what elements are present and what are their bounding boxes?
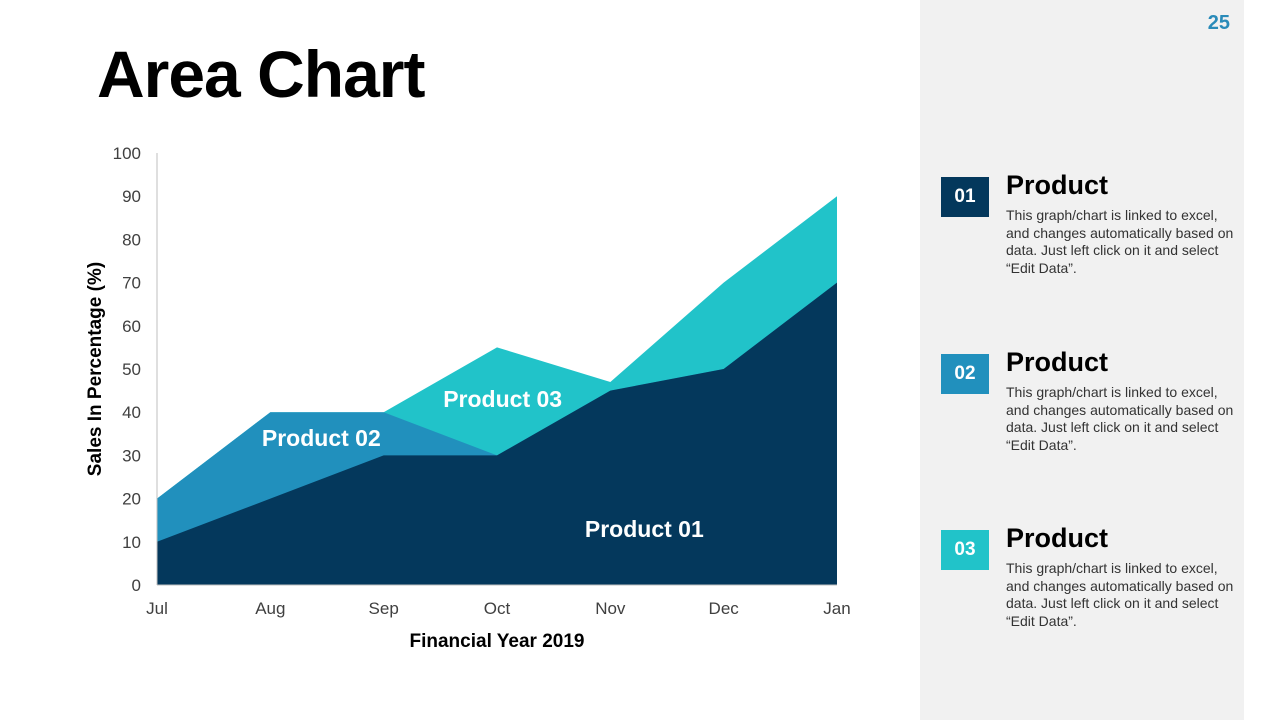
- y-tick-label: 0: [132, 576, 141, 595]
- page-number: 25: [1207, 12, 1230, 34]
- area-product-01: [157, 282, 837, 585]
- y-tick-label: 10: [122, 533, 141, 552]
- y-axis-title: Sales In Percentage (%): [85, 262, 106, 476]
- legend-heading-02: Product: [1006, 347, 1109, 377]
- legend-text-01: This graph/chart is linked to excel, and…: [1006, 207, 1234, 276]
- legend-badge-02: 02: [941, 354, 989, 394]
- y-tick-label: 100: [113, 144, 141, 163]
- annotation-product-03: Product 03: [443, 386, 562, 412]
- y-tick-label: 80: [122, 230, 141, 249]
- y-tick-label: 60: [122, 317, 141, 336]
- x-tick-label: Oct: [484, 599, 511, 618]
- x-tick-label: Sep: [369, 599, 399, 618]
- y-tick-label: 90: [122, 187, 141, 206]
- y-tick-label: 20: [122, 490, 141, 509]
- y-tick-label: 50: [122, 360, 141, 379]
- x-tick-label: Jan: [823, 599, 850, 618]
- legend-badge-03: 03: [941, 530, 989, 570]
- legend-badge-01: 01: [941, 177, 989, 217]
- legend-heading-03: Product: [1006, 523, 1109, 553]
- x-tick-label: Nov: [595, 599, 626, 618]
- x-tick-label: Aug: [255, 599, 285, 618]
- x-tick-label: Dec: [709, 599, 740, 618]
- annotation-product-02: Product 02: [262, 425, 381, 451]
- legend-heading-01: Product: [1006, 170, 1109, 200]
- legend-text-03: This graph/chart is linked to excel, and…: [1006, 560, 1234, 629]
- y-tick-label: 70: [122, 274, 141, 293]
- x-tick-label: Jul: [146, 599, 168, 618]
- area-chart-svg: 0 10 20 30 40 50 60 70 80 90 100 Jul Aug Sep Oct Nov Dec…: [85, 144, 851, 652]
- annotation-product-01: Product 01: [585, 516, 704, 542]
- x-axis-title: Financial Year 2019: [410, 631, 585, 652]
- legend-text-02: This graph/chart is linked to excel, and…: [1006, 384, 1234, 453]
- area-chart: 0 10 20 30 40 50 60 70 80 90 100 Jul Aug Sep Oct Nov Dec…: [85, 144, 851, 652]
- y-tick-label: 30: [122, 446, 141, 465]
- page-title: Area Chart: [97, 37, 425, 111]
- y-tick-label: 40: [122, 403, 141, 422]
